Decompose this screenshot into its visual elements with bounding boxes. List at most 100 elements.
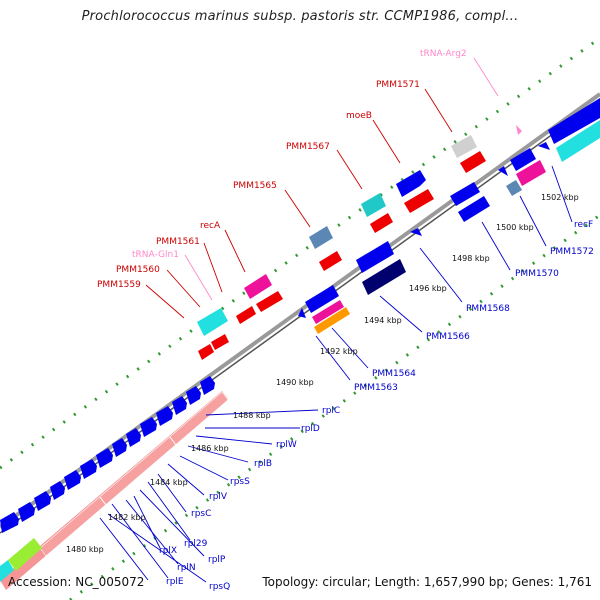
gene-label: PMM1572 [550,247,594,257]
gene-label: PMM1568 [466,304,510,314]
gene-label: rpl29 [184,539,208,549]
cds-arrow [140,417,157,437]
outer-dotted-track [0,36,600,470]
kbp-tick-label: 1502 kbp [541,193,579,202]
magenta-feature [312,300,344,324]
callout-lines-top [145,57,499,319]
red-feature [460,151,486,173]
gene-label: PMM1563 [354,383,398,393]
kbp-tick-label: 1480 kbp [66,545,104,554]
kbp-tick-label: 1496 kbp [409,284,447,293]
cds-arrow [34,491,51,511]
lime-feature [8,538,42,571]
gene-label: rplB [254,459,272,469]
magenta-feature [516,160,546,186]
kbp-tick-label: 1500 kbp [496,223,534,232]
topology-label: Topology: circular; Length: 1,657,990 bp… [262,575,592,589]
orange-feature [314,307,350,334]
magenta-feature [244,274,272,299]
gene-label: rpsQ [209,582,230,592]
map-title: Prochlorococcus marinus subsp. pastoris … [81,9,519,24]
gene-label: rplD [301,424,320,434]
cyan-feature [556,120,600,162]
cds-arrow [538,142,550,150]
cds-arrow [0,512,19,533]
cds-arrow [96,448,113,468]
grey-feature [451,135,477,158]
cds-arrow [172,396,187,415]
gene-label: PMM1567 [286,142,330,152]
band-divider [169,436,177,446]
gene-label: PMM1561 [156,237,200,247]
salmon-feature-band [39,391,229,557]
gene-labels-bottom: rplC rplD rplW rplB rpsS rplV rpsC rpl29… [159,220,594,592]
gene-label: tRNA-Gln1 [132,250,179,260]
red-feature [370,213,393,233]
kbp-ticks: 1480 kbp 1482 kbp 1484 kbp 1486 kbp 1488… [66,193,579,554]
gene-label: rplE [166,577,184,587]
kbp-tick-label: 1492 kbp [320,347,358,356]
red-feature [236,306,256,324]
gene-label: rplX [159,546,177,556]
kbp-tick-label: 1498 kbp [452,254,490,263]
cds-arrow [410,228,422,236]
gene-label: rplV [209,492,228,502]
cyan-feature [197,308,228,336]
callout-lines-bottom [99,165,573,583]
cds-arrow [50,481,65,500]
gene-label: recA [200,221,221,231]
gene-label: PMM1560 [116,265,160,275]
gene-label: PMM1564 [372,369,416,379]
gene-label: PMM1565 [233,181,277,191]
cds-arrow [450,182,480,206]
cds-arrow [458,196,490,222]
red-feature [211,334,229,350]
cds-arrow [298,308,306,318]
kbp-tick-label: 1486 kbp [191,444,229,453]
red-feature [256,291,283,312]
cds-arrow [156,406,173,426]
cds-arrow [200,376,215,395]
accession-label: Accession: NC_005072 [8,575,145,589]
gene-label: moeB [346,111,372,121]
gene-label: rpsS [230,477,250,487]
gene-label: rplC [322,406,340,416]
gene-labels-top: tRNA-Arg2 PMM1571 moeB PMM1567 PMM1565 r… [97,49,467,290]
gene-label: rplW [276,440,297,450]
gene-label: rplN [177,563,196,573]
dark-cds-arrow [362,259,406,295]
teal-feature [361,193,386,217]
gene-label: PMM1566 [426,332,470,342]
gene-label: rplP [208,555,226,565]
red-feature [198,344,214,360]
gene-label: tRNA-Arg2 [420,49,467,59]
gene-label: PMM1570 [515,269,559,279]
kbp-tick-label: 1490 kbp [276,378,314,387]
red-feature [319,251,342,271]
cds-arrow [18,502,35,522]
kbp-tick-label: 1482 kbp [108,513,146,522]
cyan-feature [0,560,14,582]
cds-arrow [498,166,508,176]
cds-arrow [64,470,81,490]
steel-feature [309,226,333,249]
band-divider [99,496,107,506]
cds-arrow [356,241,394,273]
pink-feature [516,125,522,135]
cds-arrow [510,148,536,171]
ribosomal-cds-upper [0,376,215,533]
cds-arrow [396,170,426,197]
cds-arrow [548,98,600,144]
cds-arrow [112,438,127,457]
cds-arrow [80,459,97,479]
kbp-tick-label: 1484 kbp [150,478,188,487]
gene-label: rpsC [191,509,211,519]
red-feature [404,189,434,213]
cds-arrow [186,386,201,405]
steel-feature [506,180,522,196]
kbp-tick-label: 1494 kbp [364,316,402,325]
kbp-tick-label: 1488 kbp [233,411,271,420]
gene-label: PMM1559 [97,280,141,290]
cds-arrow [126,428,141,447]
